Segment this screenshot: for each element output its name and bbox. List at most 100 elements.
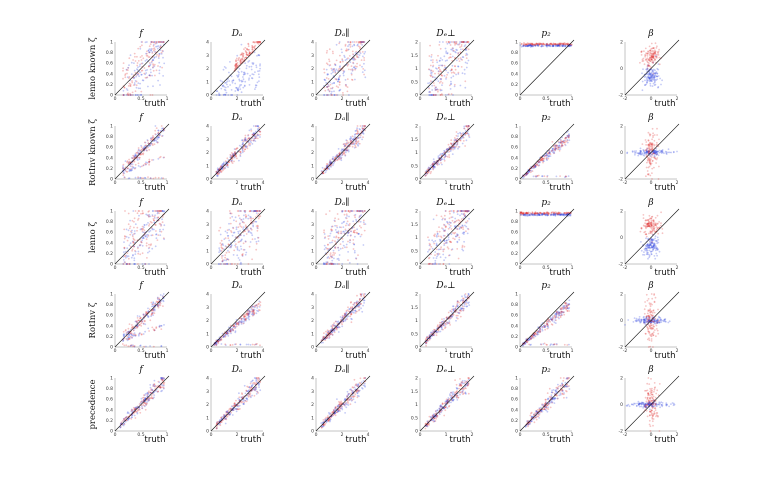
- data-point: [237, 70, 240, 73]
- data-point: [216, 90, 219, 93]
- data-point: [543, 175, 546, 178]
- data-point: [654, 257, 657, 260]
- data-point: [149, 244, 152, 247]
- data-point: [326, 86, 329, 88]
- data-point: [455, 131, 458, 133]
- data-point: [354, 229, 356, 232]
- data-point: [235, 228, 238, 231]
- data-point: [452, 211, 455, 214]
- data-point: [540, 43, 543, 46]
- data-point: [346, 78, 349, 80]
- data-point: [256, 42, 259, 44]
- data-point: [224, 89, 227, 92]
- data-point: [158, 46, 161, 49]
- data-point: [340, 232, 342, 235]
- data-point: [251, 143, 254, 145]
- data-point: [566, 141, 569, 144]
- data-point: [241, 53, 244, 56]
- data-point: [434, 89, 437, 91]
- data-point: [450, 71, 453, 74]
- data-point: [256, 125, 259, 127]
- y-tick-label: 0.2: [106, 166, 113, 172]
- data-point: [155, 45, 157, 48]
- data-point: [647, 139, 650, 142]
- panel-r0-c5: [624, 39, 680, 96]
- data-point: [154, 224, 157, 226]
- data-point: [556, 43, 559, 45]
- data-point: [245, 215, 248, 218]
- data-point: [131, 81, 134, 84]
- data-point: [331, 254, 334, 256]
- data-point: [428, 244, 431, 247]
- data-point: [143, 320, 146, 323]
- data-point: [344, 154, 347, 156]
- data-point: [360, 233, 363, 236]
- data-point: [327, 89, 330, 91]
- data-point: [362, 244, 365, 246]
- data-point: [529, 43, 532, 46]
- data-point: [334, 63, 337, 66]
- data-point: [644, 139, 647, 141]
- data-point: [337, 148, 340, 150]
- data-point: [531, 170, 534, 173]
- data-point: [231, 263, 234, 265]
- data-point: [339, 88, 342, 91]
- data-point: [323, 78, 326, 81]
- data-point: [558, 45, 561, 48]
- data-point: [457, 65, 460, 68]
- data-point: [651, 154, 653, 156]
- x-tick-label: 2: [471, 180, 474, 186]
- data-point: [655, 55, 658, 58]
- data-point: [532, 43, 534, 46]
- data-point: [342, 143, 345, 146]
- data-point: [437, 80, 440, 83]
- x-axis-label: truth: [145, 99, 166, 109]
- y-tick-label: 0: [415, 93, 418, 99]
- x-tick-label: 0: [519, 96, 522, 102]
- data-point: [157, 41, 160, 43]
- data-point: [547, 44, 549, 47]
- x-axis-label: truth: [241, 268, 262, 278]
- data-point: [122, 251, 125, 254]
- data-point: [255, 225, 258, 228]
- data-point: [235, 86, 238, 89]
- data-point: [464, 86, 467, 89]
- data-point: [655, 245, 657, 248]
- data-point: [327, 78, 330, 80]
- data-point: [235, 63, 238, 66]
- data-point: [454, 231, 457, 234]
- data-point: [220, 87, 223, 90]
- data-point: [338, 259, 340, 261]
- data-point: [235, 226, 238, 229]
- data-point: [139, 63, 142, 66]
- data-point: [649, 51, 651, 54]
- data-point: [336, 94, 339, 96]
- data-point: [333, 70, 335, 72]
- data-point: [140, 241, 143, 244]
- data-point: [354, 235, 356, 238]
- data-point: [234, 67, 237, 70]
- data-point: [233, 249, 236, 252]
- data-point: [646, 59, 648, 61]
- data-point: [345, 229, 347, 232]
- data-point: [639, 230, 642, 233]
- data-point: [127, 77, 130, 79]
- data-point: [541, 44, 543, 47]
- data-point: [439, 59, 441, 62]
- data-point: [658, 149, 661, 152]
- data-point: [649, 76, 652, 78]
- data-point: [441, 218, 444, 221]
- data-point: [234, 244, 237, 247]
- y-tick-label: 0.5: [411, 79, 418, 85]
- data-point: [432, 218, 435, 221]
- data-point: [248, 129, 251, 132]
- data-point: [564, 139, 567, 142]
- data-point: [640, 50, 643, 53]
- data-point: [546, 45, 548, 48]
- identity-line: [419, 123, 475, 180]
- data-point: [343, 70, 346, 73]
- data-point: [444, 60, 447, 62]
- data-point: [151, 234, 154, 237]
- data-point: [330, 92, 333, 95]
- x-axis-label: truth: [550, 99, 571, 109]
